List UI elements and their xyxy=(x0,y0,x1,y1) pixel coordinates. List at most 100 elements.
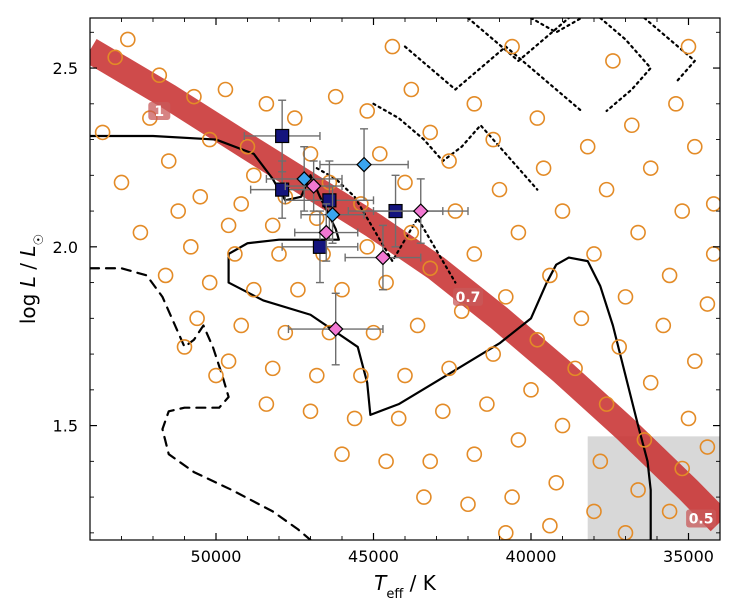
band-label: 0.7 xyxy=(456,290,481,306)
open-circle xyxy=(266,218,280,232)
track-dotted-3 xyxy=(468,18,569,61)
open-circle xyxy=(480,397,494,411)
open-circle xyxy=(310,369,324,383)
open-circle xyxy=(234,197,248,211)
blue-square xyxy=(313,240,326,253)
open-circle xyxy=(556,419,570,433)
open-circle xyxy=(543,519,557,533)
open-circle xyxy=(398,369,412,383)
track-dashed xyxy=(90,268,311,540)
open-circle xyxy=(556,204,570,218)
open-circle xyxy=(423,125,437,139)
open-circle xyxy=(663,268,677,282)
open-circle xyxy=(259,97,273,111)
hrd-chart: 10.70.5 500004500040000350001.52.02.5Tef… xyxy=(0,0,739,600)
open-circle xyxy=(669,97,683,111)
open-circle xyxy=(247,168,261,182)
open-circle xyxy=(259,397,273,411)
open-circle xyxy=(436,404,450,418)
blue-square xyxy=(276,129,289,142)
open-circle xyxy=(467,97,481,111)
open-circle xyxy=(392,411,406,425)
x-tick-label: 35000 xyxy=(663,547,714,566)
open-circle xyxy=(404,83,418,97)
open-circle xyxy=(329,90,343,104)
open-circle xyxy=(335,447,349,461)
open-circle xyxy=(291,283,305,297)
open-circle xyxy=(600,183,614,197)
open-circle xyxy=(499,526,513,540)
track-dotted-2 xyxy=(405,47,581,111)
open-circle xyxy=(707,247,721,261)
pink-diamond xyxy=(376,251,390,265)
open-circle xyxy=(581,140,595,154)
open-circle xyxy=(184,240,198,254)
open-circle xyxy=(171,204,185,218)
open-circle xyxy=(587,247,601,261)
open-circle xyxy=(549,476,563,490)
open-circle xyxy=(133,226,147,240)
open-circle xyxy=(411,318,425,332)
open-circle xyxy=(304,404,318,418)
open-circle xyxy=(631,226,645,240)
open-circle xyxy=(398,175,412,189)
x-axis-label: Teff / K xyxy=(374,571,437,600)
open-circle xyxy=(203,276,217,290)
open-circle xyxy=(266,361,280,375)
open-circle xyxy=(688,140,702,154)
open-circle xyxy=(656,318,670,332)
blue-diamond xyxy=(357,158,371,172)
open-circle xyxy=(707,197,721,211)
open-circle xyxy=(682,40,696,54)
open-circle xyxy=(373,147,387,161)
open-circle xyxy=(499,290,513,304)
open-circle xyxy=(682,411,696,425)
open-circle xyxy=(190,311,204,325)
x-tick-label: 50000 xyxy=(191,547,242,566)
pink-diamond xyxy=(414,204,428,218)
open-circle xyxy=(288,111,302,125)
open-circle xyxy=(644,376,658,390)
open-circle xyxy=(688,354,702,368)
track-dotted-6 xyxy=(644,18,694,82)
y-tick-label: 2.5 xyxy=(53,59,78,78)
open-circle xyxy=(234,318,248,332)
open-circle xyxy=(304,147,318,161)
y-axis-label: log L / L☉ xyxy=(16,234,47,324)
open-circle xyxy=(218,83,232,97)
band-label: 1 xyxy=(154,104,164,120)
open-circle xyxy=(367,326,381,340)
open-circle xyxy=(310,211,324,225)
open-circle xyxy=(524,383,538,397)
open-circle xyxy=(209,369,223,383)
track-dotted-1 xyxy=(374,104,538,190)
open-circle xyxy=(360,240,374,254)
open-circle xyxy=(272,247,286,261)
open-circle xyxy=(178,340,192,354)
open-circle xyxy=(222,218,236,232)
y-tick-label: 1.5 xyxy=(53,417,78,436)
open-circle xyxy=(162,154,176,168)
open-circle xyxy=(461,497,475,511)
open-circle xyxy=(505,490,519,504)
x-tick-label: 40000 xyxy=(506,547,557,566)
open-circle xyxy=(278,326,292,340)
open-circle xyxy=(385,40,399,54)
open-circle xyxy=(222,354,236,368)
open-circle xyxy=(455,304,469,318)
blue-square xyxy=(276,183,289,196)
y-tick-label: 2.0 xyxy=(53,238,78,257)
open-circle xyxy=(115,175,129,189)
open-circle xyxy=(96,125,110,139)
pink-diamond xyxy=(319,226,333,240)
open-circle xyxy=(644,161,658,175)
blue-square xyxy=(323,194,336,207)
open-circle xyxy=(675,204,689,218)
open-circle xyxy=(606,54,620,68)
open-circle xyxy=(530,111,544,125)
open-circle xyxy=(348,411,362,425)
open-circle xyxy=(511,226,525,240)
open-circle xyxy=(511,433,525,447)
x-tick-label: 45000 xyxy=(348,547,399,566)
open-circle xyxy=(619,290,633,304)
